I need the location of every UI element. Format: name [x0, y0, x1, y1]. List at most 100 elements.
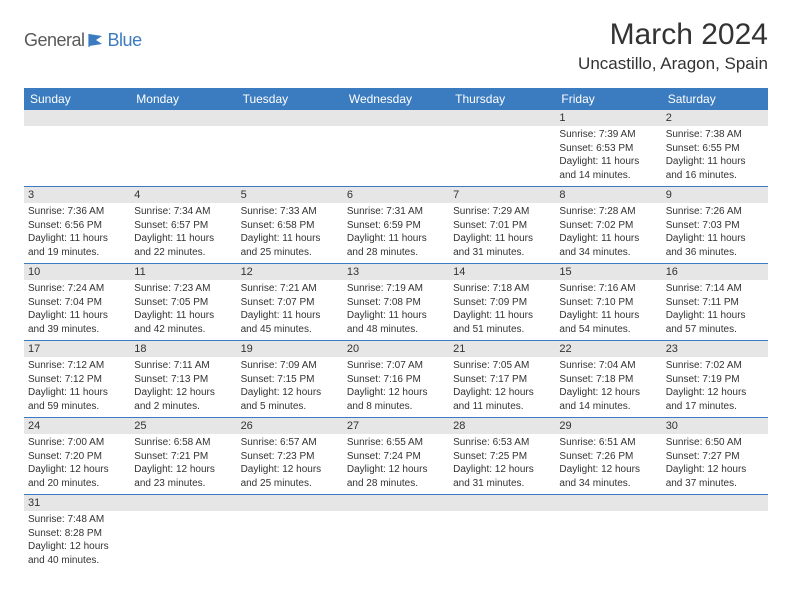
- calendar-day-cell: [449, 495, 555, 572]
- sunset-label: Sunset: 7:23 PM: [241, 450, 339, 464]
- day-number: 22: [555, 341, 661, 357]
- day-header: Thursday: [449, 88, 555, 110]
- sunrise-label: Sunrise: 7:00 AM: [28, 436, 126, 450]
- daylight-label: Daylight: 11 hours and 19 minutes.: [28, 232, 126, 259]
- day-number: 21: [449, 341, 555, 357]
- logo-text-general: General: [24, 30, 85, 51]
- daylight-label: Daylight: 11 hours and 42 minutes.: [134, 309, 232, 336]
- day-details: Sunrise: 7:34 AMSunset: 6:57 PMDaylight:…: [130, 203, 236, 263]
- day-number: 29: [555, 418, 661, 434]
- daylight-label: Daylight: 12 hours and 31 minutes.: [453, 463, 551, 490]
- calendar-day-cell: 21Sunrise: 7:05 AMSunset: 7:17 PMDayligh…: [449, 341, 555, 418]
- daylight-label: Daylight: 11 hours and 31 minutes.: [453, 232, 551, 259]
- sunrise-label: Sunrise: 7:26 AM: [666, 205, 764, 219]
- sunrise-label: Sunrise: 7:39 AM: [559, 128, 657, 142]
- day-details: Sunrise: 7:21 AMSunset: 7:07 PMDaylight:…: [237, 280, 343, 340]
- sunrise-label: Sunrise: 7:23 AM: [134, 282, 232, 296]
- day-details: Sunrise: 7:07 AMSunset: 7:16 PMDaylight:…: [343, 357, 449, 417]
- day-details: Sunrise: 7:11 AMSunset: 7:13 PMDaylight:…: [130, 357, 236, 417]
- calendar-day-cell: 15Sunrise: 7:16 AMSunset: 7:10 PMDayligh…: [555, 264, 661, 341]
- day-number: 28: [449, 418, 555, 434]
- day-number: 10: [24, 264, 130, 280]
- sunset-label: Sunset: 6:59 PM: [347, 219, 445, 233]
- day-details: Sunrise: 7:00 AMSunset: 7:20 PMDaylight:…: [24, 434, 130, 494]
- sunset-label: Sunset: 6:53 PM: [559, 142, 657, 156]
- day-number: 8: [555, 187, 661, 203]
- day-number: 5: [237, 187, 343, 203]
- sunset-label: Sunset: 7:07 PM: [241, 296, 339, 310]
- day-number: 19: [237, 341, 343, 357]
- calendar-day-cell: 20Sunrise: 7:07 AMSunset: 7:16 PMDayligh…: [343, 341, 449, 418]
- calendar-day-cell: 24Sunrise: 7:00 AMSunset: 7:20 PMDayligh…: [24, 418, 130, 495]
- day-number: [130, 495, 236, 511]
- sunrise-label: Sunrise: 6:51 AM: [559, 436, 657, 450]
- day-details: Sunrise: 7:23 AMSunset: 7:05 PMDaylight:…: [130, 280, 236, 340]
- sunset-label: Sunset: 7:03 PM: [666, 219, 764, 233]
- day-number: 7: [449, 187, 555, 203]
- daylight-label: Daylight: 11 hours and 22 minutes.: [134, 232, 232, 259]
- daylight-label: Daylight: 11 hours and 28 minutes.: [347, 232, 445, 259]
- header: General Blue March 2024 Uncastillo, Arag…: [24, 18, 768, 74]
- daylight-label: Daylight: 11 hours and 51 minutes.: [453, 309, 551, 336]
- sunrise-label: Sunrise: 7:21 AM: [241, 282, 339, 296]
- day-number: 6: [343, 187, 449, 203]
- calendar-day-cell: 18Sunrise: 7:11 AMSunset: 7:13 PMDayligh…: [130, 341, 236, 418]
- sunset-label: Sunset: 7:13 PM: [134, 373, 232, 387]
- sunset-label: Sunset: 7:25 PM: [453, 450, 551, 464]
- daylight-label: Daylight: 11 hours and 59 minutes.: [28, 386, 126, 413]
- day-number: 4: [130, 187, 236, 203]
- calendar-week-row: 31Sunrise: 7:48 AMSunset: 8:28 PMDayligh…: [24, 495, 768, 572]
- calendar-day-cell: 31Sunrise: 7:48 AMSunset: 8:28 PMDayligh…: [24, 495, 130, 572]
- sunset-label: Sunset: 7:27 PM: [666, 450, 764, 464]
- daylight-label: Daylight: 12 hours and 25 minutes.: [241, 463, 339, 490]
- calendar-day-cell: 22Sunrise: 7:04 AMSunset: 7:18 PMDayligh…: [555, 341, 661, 418]
- day-details: Sunrise: 7:28 AMSunset: 7:02 PMDaylight:…: [555, 203, 661, 263]
- day-number: 18: [130, 341, 236, 357]
- day-number: [130, 110, 236, 126]
- sunset-label: Sunset: 6:57 PM: [134, 219, 232, 233]
- calendar-day-cell: 27Sunrise: 6:55 AMSunset: 7:24 PMDayligh…: [343, 418, 449, 495]
- day-details: Sunrise: 6:50 AMSunset: 7:27 PMDaylight:…: [662, 434, 768, 494]
- sunrise-label: Sunrise: 7:12 AM: [28, 359, 126, 373]
- day-number: 27: [343, 418, 449, 434]
- daylight-label: Daylight: 12 hours and 14 minutes.: [559, 386, 657, 413]
- daylight-label: Daylight: 11 hours and 14 minutes.: [559, 155, 657, 182]
- day-details: Sunrise: 7:12 AMSunset: 7:12 PMDaylight:…: [24, 357, 130, 417]
- sunrise-label: Sunrise: 6:57 AM: [241, 436, 339, 450]
- sunrise-label: Sunrise: 7:19 AM: [347, 282, 445, 296]
- day-number: 9: [662, 187, 768, 203]
- daylight-label: Daylight: 12 hours and 11 minutes.: [453, 386, 551, 413]
- day-number: [662, 495, 768, 511]
- sunset-label: Sunset: 8:28 PM: [28, 527, 126, 541]
- sunrise-label: Sunrise: 7:05 AM: [453, 359, 551, 373]
- calendar-week-row: 10Sunrise: 7:24 AMSunset: 7:04 PMDayligh…: [24, 264, 768, 341]
- calendar-day-cell: 28Sunrise: 6:53 AMSunset: 7:25 PMDayligh…: [449, 418, 555, 495]
- sunrise-label: Sunrise: 7:14 AM: [666, 282, 764, 296]
- calendar-day-cell: [343, 495, 449, 572]
- sunset-label: Sunset: 7:10 PM: [559, 296, 657, 310]
- sunrise-label: Sunrise: 7:07 AM: [347, 359, 445, 373]
- sunset-label: Sunset: 7:20 PM: [28, 450, 126, 464]
- calendar-week-row: 3Sunrise: 7:36 AMSunset: 6:56 PMDaylight…: [24, 187, 768, 264]
- sunrise-label: Sunrise: 7:29 AM: [453, 205, 551, 219]
- day-number: 25: [130, 418, 236, 434]
- daylight-label: Daylight: 12 hours and 28 minutes.: [347, 463, 445, 490]
- calendar-day-cell: 8Sunrise: 7:28 AMSunset: 7:02 PMDaylight…: [555, 187, 661, 264]
- calendar-day-cell: [130, 495, 236, 572]
- day-number: 16: [662, 264, 768, 280]
- calendar-day-cell: 17Sunrise: 7:12 AMSunset: 7:12 PMDayligh…: [24, 341, 130, 418]
- calendar-day-cell: [237, 495, 343, 572]
- calendar-day-cell: [343, 110, 449, 187]
- day-number: [449, 495, 555, 511]
- day-details: Sunrise: 6:53 AMSunset: 7:25 PMDaylight:…: [449, 434, 555, 494]
- sunrise-label: Sunrise: 6:58 AM: [134, 436, 232, 450]
- logo-text-blue: Blue: [108, 30, 142, 51]
- day-details: Sunrise: 7:24 AMSunset: 7:04 PMDaylight:…: [24, 280, 130, 340]
- calendar-day-cell: 30Sunrise: 6:50 AMSunset: 7:27 PMDayligh…: [662, 418, 768, 495]
- day-number: 14: [449, 264, 555, 280]
- calendar-day-cell: [130, 110, 236, 187]
- day-number: [449, 110, 555, 126]
- calendar-day-cell: 11Sunrise: 7:23 AMSunset: 7:05 PMDayligh…: [130, 264, 236, 341]
- day-number: 1: [555, 110, 661, 126]
- calendar-day-cell: 2Sunrise: 7:38 AMSunset: 6:55 PMDaylight…: [662, 110, 768, 187]
